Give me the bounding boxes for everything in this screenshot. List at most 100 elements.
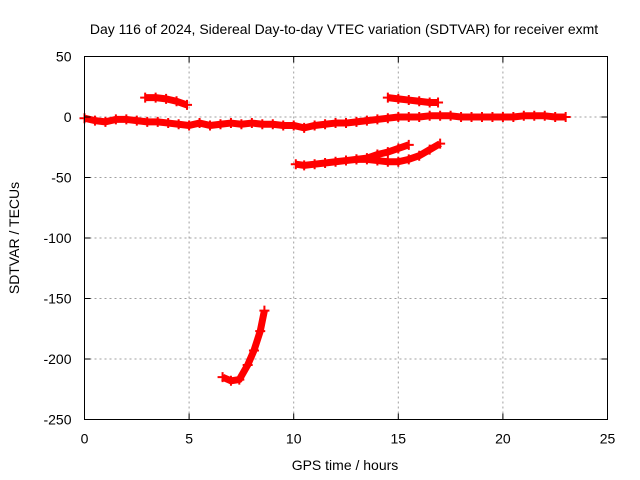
data-point [299,160,310,171]
data-point [309,159,320,170]
y-axis-ticks: 50 0 -50 -100 -150 -200 -250 [43,49,608,428]
data-point [382,147,393,158]
data-point [259,305,270,316]
data-point [257,119,268,130]
y-tick-label: -250 [43,412,71,428]
data-point [560,112,571,122]
data-point [497,112,508,122]
data-point [182,99,193,110]
data-point [330,156,341,167]
data-point [121,114,132,125]
data-point [414,96,425,107]
data-point [242,360,253,371]
data-point [351,154,362,165]
series-arc-lower-left [290,139,414,171]
data-point [424,97,435,108]
data-point [171,96,182,107]
data-point [508,112,519,122]
series-arc-upper-left [140,92,193,110]
series-arc-deep-dip [217,305,270,386]
data-point [435,110,446,121]
data-point [309,120,320,131]
grid-layer [84,56,608,420]
data-point [539,110,550,121]
data-point [236,119,247,130]
x-axis-label: GPS time / hours [292,457,399,473]
data-point [393,93,404,104]
data-point [173,119,184,130]
data-point [424,110,435,121]
y-tick-label: -150 [43,291,71,307]
data-point [194,118,205,129]
x-tick-label: 15 [391,431,407,447]
data-point [225,375,236,386]
data-point [518,110,529,121]
data-point [255,326,266,337]
data-point [361,154,372,165]
data-point [330,118,341,129]
x-tick-label: 0 [81,431,89,447]
data-point [456,112,467,122]
data-point [341,155,351,166]
data-point [529,110,540,121]
data-point [424,144,435,155]
y-tick-label: -50 [51,170,71,186]
data-point [403,139,414,150]
data-point [246,118,257,129]
data-point [341,118,351,129]
data-point [476,112,487,122]
data-point [361,115,372,126]
data-point [414,112,425,122]
data-point [466,112,477,122]
data-point [215,119,226,130]
series-arc-main-baseline [79,110,571,133]
x-tick-label: 10 [286,431,302,447]
data-point [351,116,362,127]
y-tick-label: 0 [64,109,72,125]
y-tick-label: -200 [43,351,71,367]
x-tick-label: 20 [495,431,511,447]
data-point [403,112,414,122]
data-point [382,92,393,103]
data-point [89,115,100,126]
data-point [487,112,498,122]
series-arc-lower-right [351,138,446,167]
x-axis-ticks: 0 5 10 15 20 25 [81,56,616,447]
data-point [433,97,444,108]
y-tick-label: -100 [43,230,71,246]
data-point [150,92,161,103]
data-point [234,374,245,385]
data-point [393,156,404,167]
data-point [372,155,383,166]
series-layer [79,92,571,386]
data-point [110,114,121,125]
data-point [382,156,393,167]
data-point [267,119,278,130]
data-point [320,157,331,168]
data-point [393,143,404,154]
data-point [299,122,310,133]
data-point [225,118,236,129]
x-tick-label: 25 [600,431,616,447]
data-point [435,138,446,149]
data-point [288,120,299,131]
data-point [445,110,456,121]
data-point [414,150,425,161]
series-arc-upper-right [382,92,444,108]
data-point [217,372,228,383]
x-tick-label: 5 [185,431,193,447]
data-point [184,120,195,131]
chart-title: Day 116 of 2024, Sidereal Day-to-day VTE… [90,21,598,37]
y-tick-label: 50 [56,49,72,65]
data-point [205,120,216,131]
data-point [320,119,331,130]
data-point [248,345,259,356]
data-point [131,115,142,126]
data-point [403,95,414,106]
data-point [163,118,174,129]
data-point [393,112,404,122]
data-point [142,116,153,127]
data-point [550,112,561,122]
y-axis-label: SDTVAR / TECUs [6,182,22,294]
